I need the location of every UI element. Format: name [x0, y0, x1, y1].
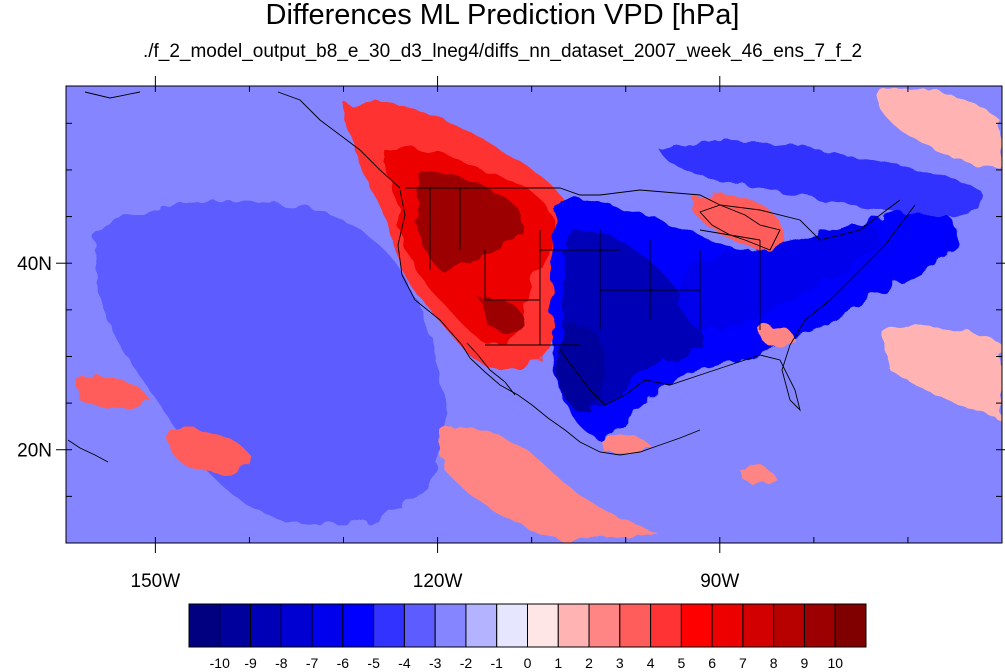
colorbar-label: 6: [708, 655, 716, 671]
colorbar-label: -4: [398, 655, 411, 671]
colorbar-swatch: [434, 603, 467, 648]
region-atlantic-red: [876, 88, 1002, 420]
colorbar-swatch: [496, 603, 528, 648]
colorbar-swatch: [773, 603, 805, 648]
colorbar-swatch: [834, 603, 867, 648]
region-eastern-pacific-red: [440, 427, 660, 540]
colorbar-swatch: [373, 603, 405, 648]
colorbar-label: 9: [801, 655, 809, 671]
region-east-us-blue: [679, 224, 881, 331]
colorbar-swatch: [619, 603, 652, 648]
colorbar-swatch: [588, 603, 621, 648]
colorbar-swatch: [280, 603, 313, 648]
region-gulf-red: [600, 324, 795, 485]
colorbar-label: 4: [647, 655, 655, 671]
colorbar-swatch: [403, 603, 436, 648]
lon-tick-label: 90W: [700, 571, 739, 592]
colorbar-label: 10: [827, 655, 843, 671]
colorbar-swatch: [342, 603, 375, 648]
region-west-us-red-core: [417, 174, 525, 332]
colorbar-label: -6: [337, 655, 350, 671]
colorbar-swatch: [650, 603, 682, 648]
colorbar-swatch: [742, 603, 775, 648]
colorbar-label: 7: [739, 655, 747, 671]
map-field: [66, 86, 1002, 543]
region-texas-blue-core: [557, 326, 607, 411]
colorbar-label: -7: [306, 655, 319, 671]
region-great-lakes-red: [693, 194, 785, 251]
colorbar-label: 0: [524, 655, 532, 671]
colorbar-label: -3: [429, 655, 442, 671]
colorbar-swatch: [680, 603, 713, 648]
colorbar-label: 5: [677, 655, 685, 671]
colorbar-swatch: [527, 603, 559, 648]
colorbar-label: 1: [554, 655, 562, 671]
colorbar-label: -8: [275, 655, 288, 671]
chart-title: Differences ML Prediction VPD [hPa]: [265, 0, 740, 31]
lon-tick-label: 150W: [131, 571, 181, 592]
lat-tick-label: 40N: [17, 254, 52, 275]
lat-tick-label: 20N: [17, 441, 52, 462]
region-pacific-blue-broad: [94, 200, 447, 526]
chart-subtitle: ./f_2_model_output_b8_e_30_d3_lneg4/diff…: [142, 41, 863, 62]
colorbar-swatch: [465, 603, 498, 648]
colorbar-label: -5: [367, 655, 380, 671]
colorbar-swatch: [219, 603, 252, 648]
coastlines-and-borders: [67, 91, 916, 463]
region-canada-blue: [660, 140, 982, 217]
map-frame: [65, 85, 1003, 544]
colorbar-swatch: [188, 603, 221, 648]
colorbar-swatch: [311, 603, 344, 648]
colorbar-label: -2: [460, 655, 473, 671]
colorbar-label: -1: [491, 655, 504, 671]
colorbar-label: -9: [244, 655, 257, 671]
colorbar-swatch: [711, 603, 744, 648]
colorbar-label: 2: [585, 655, 593, 671]
axis-ticks: 150W 120W 90W 40N 20N: [17, 76, 1005, 592]
lon-tick-label: 120W: [413, 571, 463, 592]
colorbar-label: 8: [770, 655, 778, 671]
colorbar-label: -10: [210, 655, 230, 671]
colorbar-label: 3: [616, 655, 624, 671]
colorbar-swatch: [803, 603, 836, 648]
colorbar-swatch: [557, 603, 590, 648]
region-subtropical-pacific-red: [75, 376, 251, 475]
colorbar-swatch: [250, 603, 282, 648]
